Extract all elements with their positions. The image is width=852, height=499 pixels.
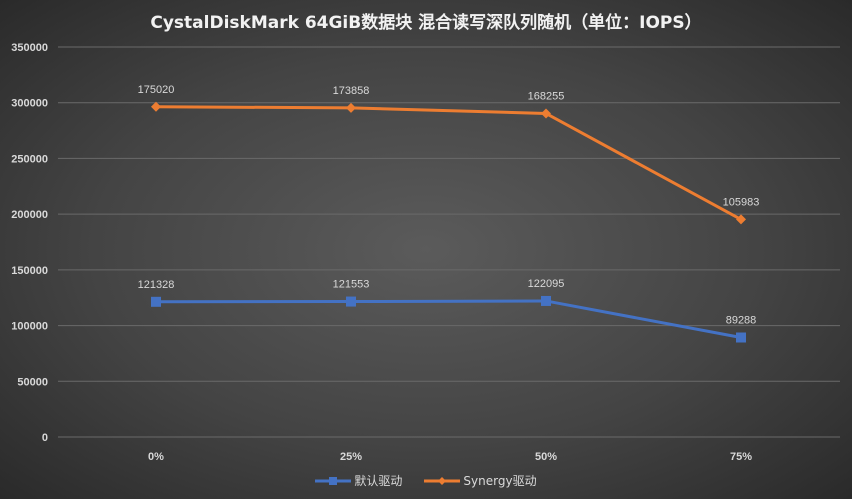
chart-title: CystalDiskMark 64GiB数据块 混合读写深队列随机（单位：IOP… bbox=[150, 13, 702, 33]
y-tick-label: 300000 bbox=[11, 98, 48, 110]
y-tick-label: 250000 bbox=[11, 153, 48, 165]
data-label: 168255 bbox=[528, 90, 565, 102]
legend-marker-synergy bbox=[424, 476, 461, 485]
data-label: 175020 bbox=[138, 84, 175, 96]
data-point-marker bbox=[736, 332, 746, 343]
data-label: 121328 bbox=[138, 279, 175, 291]
x-tick-label: 50% bbox=[535, 451, 557, 463]
x-tick-label: 0% bbox=[148, 451, 164, 463]
data-point-marker bbox=[151, 101, 161, 112]
legend-label-default: 默认驱动 bbox=[354, 474, 403, 488]
legend-label-synergy: Synergy驱动 bbox=[463, 474, 537, 488]
legend: 默认驱动 Synergy驱动 bbox=[0, 472, 852, 489]
y-tick-label: 150000 bbox=[11, 265, 48, 277]
y-tick-label: 350000 bbox=[11, 42, 48, 54]
data-label: 105983 bbox=[723, 196, 760, 208]
data-point-marker bbox=[541, 108, 551, 119]
data-point-marker bbox=[346, 296, 356, 307]
series-line-1 bbox=[155, 105, 742, 221]
legend-item-default: 默认驱动 bbox=[315, 472, 402, 489]
y-tick-label: 100000 bbox=[11, 321, 48, 333]
y-tick-label: 50000 bbox=[17, 376, 48, 388]
y-tick-label: 200000 bbox=[11, 209, 48, 221]
data-point-marker bbox=[736, 214, 746, 225]
legend-marker-default bbox=[315, 476, 352, 485]
legend-item-synergy: Synergy驱动 bbox=[424, 472, 537, 489]
data-point-marker bbox=[541, 295, 551, 306]
data-label: 173858 bbox=[333, 85, 370, 97]
x-tick-label: 75% bbox=[730, 451, 752, 463]
y-tick-label: 0 bbox=[42, 432, 48, 444]
x-tick-label: 25% bbox=[340, 451, 362, 463]
data-point-marker bbox=[151, 296, 161, 307]
data-point-marker bbox=[346, 102, 356, 113]
data-label: 89288 bbox=[726, 315, 757, 327]
data-label: 121553 bbox=[333, 279, 370, 291]
data-label: 122095 bbox=[528, 278, 565, 290]
series-line-0 bbox=[155, 299, 742, 339]
